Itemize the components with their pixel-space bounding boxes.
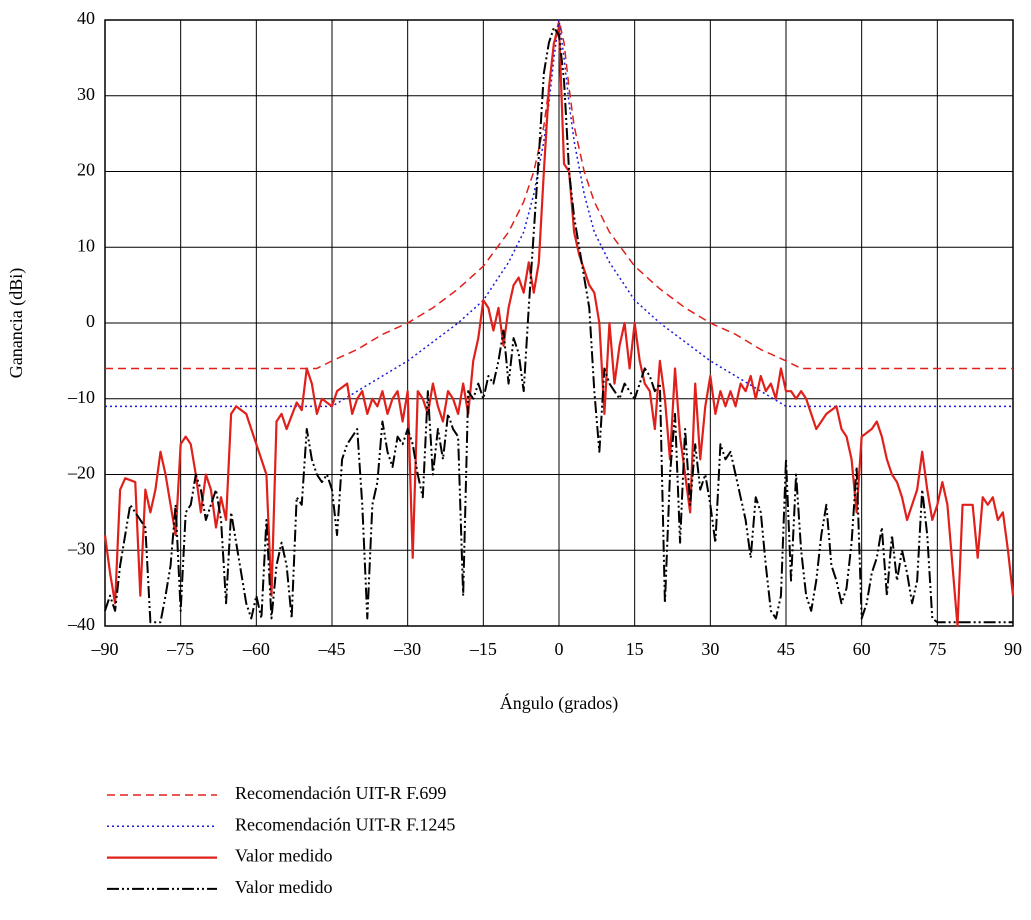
series-line [104, 26, 1013, 624]
x-tick-label: –90 [91, 639, 119, 659]
legend-label: Recomendación UIT-R F.1245 [235, 814, 455, 834]
y-tick-label: 40 [77, 8, 95, 28]
y-tick-label: –30 [67, 538, 95, 558]
x-tick-label: 0 [555, 639, 564, 659]
y-tick-label: 0 [86, 311, 95, 331]
series-line [103, 26, 1015, 628]
x-tick-label: 45 [777, 639, 795, 659]
x-axis-label: Ángulo (grados) [500, 692, 618, 714]
y-tick-label: –40 [67, 614, 95, 634]
x-tick-label: 30 [701, 639, 719, 659]
x-tick-label: 15 [626, 639, 644, 659]
x-tick-label: 90 [1004, 639, 1022, 659]
legend-label: Recomendación UIT-R F.699 [235, 783, 446, 803]
x-tick-label: 60 [853, 639, 871, 659]
y-axis-label: Ganancia (dBi) [6, 268, 27, 378]
y-tick-label: 20 [77, 160, 95, 180]
y-tick-label: –20 [67, 463, 95, 483]
y-tick-label: 30 [77, 84, 95, 104]
legend-label: Valor medido [235, 846, 332, 866]
x-tick-label: –30 [393, 639, 421, 659]
series-line [105, 19, 1013, 408]
x-tick-label: 75 [928, 639, 946, 659]
x-tick-label: –60 [242, 639, 270, 659]
y-tick-label: –10 [67, 387, 95, 407]
legend-label: Valor medido [235, 877, 332, 897]
y-tick-label: 10 [77, 235, 95, 255]
x-tick-label: –45 [318, 639, 346, 659]
x-tick-label: –15 [469, 639, 497, 659]
x-tick-label: –75 [166, 639, 194, 659]
